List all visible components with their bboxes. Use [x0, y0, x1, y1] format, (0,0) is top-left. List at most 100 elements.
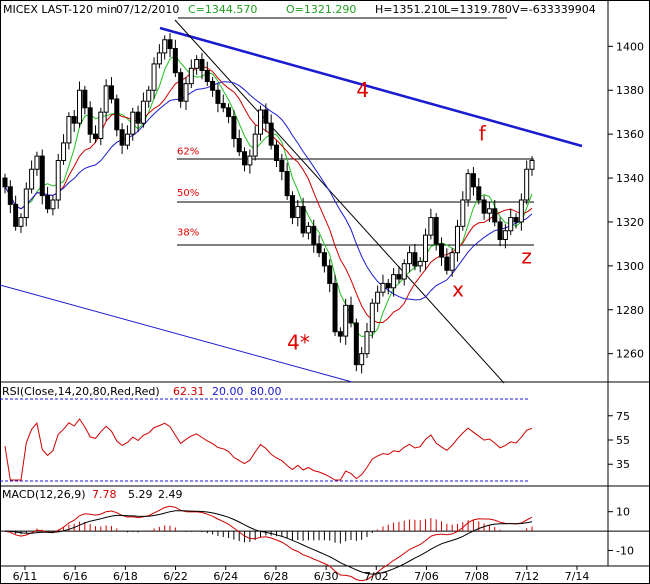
- candle-body: [407, 252, 413, 265]
- candle-body: [242, 151, 248, 166]
- candle-body: [23, 188, 29, 219]
- candle-body: [321, 252, 327, 267]
- header-volume: V=-633339904: [512, 3, 596, 16]
- price-ticks: 1400 1380 1360 1340 1320 1300 1280 1260: [608, 40, 644, 361]
- x-tick-label: 7/14: [565, 570, 590, 583]
- wave-label: f: [479, 122, 487, 146]
- fib-label: 50%: [177, 188, 199, 199]
- candle-body: [130, 111, 136, 135]
- rsi-upper: 80.00: [250, 385, 282, 398]
- candle-body: [311, 225, 317, 245]
- candle-body: [252, 133, 258, 157]
- candle-body: [114, 98, 120, 131]
- candle-body: [369, 302, 375, 333]
- candle-body: [385, 282, 391, 289]
- x-tick-label: 6/24: [213, 570, 238, 583]
- candle-body: [316, 243, 322, 254]
- header-close: C=1344.570: [188, 3, 257, 16]
- candle-body: [7, 186, 13, 205]
- candle-body: [470, 173, 476, 188]
- candle-body: [439, 243, 445, 258]
- macd-tick-label: -10: [616, 544, 634, 557]
- x-tick-label: 6/22: [163, 570, 188, 583]
- candle-body: [300, 206, 306, 234]
- x-axis-ticks: 6/11 6/16 6/18 6/22 6/24 6/28 6/30 7/02 7/06 7/08…: [13, 566, 590, 583]
- candles: [2, 33, 535, 374]
- fib-label: 62%: [177, 146, 199, 157]
- candle-body: [87, 107, 93, 135]
- candle-body: [492, 208, 498, 223]
- candle-body: [295, 206, 301, 219]
- candle-body: [188, 67, 194, 85]
- candle-body: [172, 48, 178, 74]
- candle-body: [39, 155, 45, 197]
- price-tick-label: 1380: [616, 84, 644, 97]
- rsi-tick-label: 35: [616, 458, 630, 471]
- candle-body: [343, 304, 349, 337]
- x-tick-label: 6/28: [264, 570, 289, 583]
- candle-body: [124, 133, 130, 146]
- candle-body: [103, 85, 109, 113]
- candle-body: [502, 230, 508, 241]
- wave-label: x: [452, 278, 464, 302]
- candle-body: [50, 199, 56, 210]
- candle-body: [396, 274, 402, 280]
- price-tick-label: 1260: [616, 348, 644, 361]
- candle-body: [380, 282, 386, 293]
- x-tick-label: 7/08: [464, 570, 489, 583]
- candle-body: [401, 263, 407, 280]
- candle-body: [289, 195, 295, 219]
- wave-label: z: [521, 245, 532, 269]
- candle-body: [194, 59, 200, 69]
- macd-label: MACD(12,26,9): [2, 488, 86, 501]
- x-tick-label: 6/18: [113, 570, 138, 583]
- candle-body: [412, 252, 418, 267]
- macd-value: 7.78: [92, 488, 117, 501]
- header-symbol: MICEX LAST-120 min: [3, 3, 117, 16]
- candle-body: [273, 144, 279, 161]
- rsi-ticks: 75 55 35: [608, 410, 630, 471]
- candle-body: [375, 291, 381, 304]
- wave-label: 4: [356, 78, 369, 102]
- candle-body: [263, 109, 269, 124]
- x-tick-label: 7/12: [514, 570, 539, 583]
- macd-signal-line: [4, 510, 533, 575]
- price-tick-label: 1280: [616, 304, 644, 317]
- macd-hist-value: 2.49: [158, 488, 183, 501]
- candle-body: [444, 256, 450, 271]
- candle-body: [199, 59, 205, 71]
- rsi-tick-label: 75: [616, 410, 630, 423]
- price-tick-label: 1360: [616, 128, 644, 141]
- candle-body: [236, 138, 242, 153]
- candle-body: [268, 122, 274, 146]
- price-tick-label: 1400: [616, 40, 644, 53]
- candle-body: [486, 208, 492, 214]
- rsi-path: [4, 418, 533, 481]
- fib-labels: 62% 50% 38%: [177, 146, 199, 238]
- candle-body: [156, 52, 162, 65]
- candle-body: [481, 199, 487, 214]
- rsi-value: 62.31: [173, 385, 205, 398]
- candle-body: [284, 170, 290, 197]
- candle-body: [353, 322, 359, 366]
- price-tick-label: 1340: [616, 172, 644, 185]
- candle-body: [146, 89, 152, 102]
- candle-body: [332, 282, 338, 333]
- x-tick-label: 6/16: [63, 570, 88, 583]
- candle-body: [423, 234, 429, 262]
- macd-signal-value: 5.29: [128, 488, 153, 501]
- candle-body: [433, 217, 439, 245]
- header-open: O=1321.290: [286, 3, 356, 16]
- wave-label: 4*: [287, 330, 310, 354]
- moving-averages: [4, 54, 533, 338]
- x-tick-label: 6/30: [314, 570, 339, 583]
- header-high: H=1351.210: [375, 3, 445, 16]
- candle-body: [497, 221, 503, 241]
- candle-body: [135, 111, 141, 124]
- candle-body: [305, 225, 311, 234]
- wave-annotations: 4 4* f x z: [287, 78, 532, 354]
- candle-body: [518, 199, 524, 223]
- candle-body: [449, 252, 455, 271]
- candle-body: [364, 331, 370, 355]
- price-tick-label: 1300: [616, 260, 644, 273]
